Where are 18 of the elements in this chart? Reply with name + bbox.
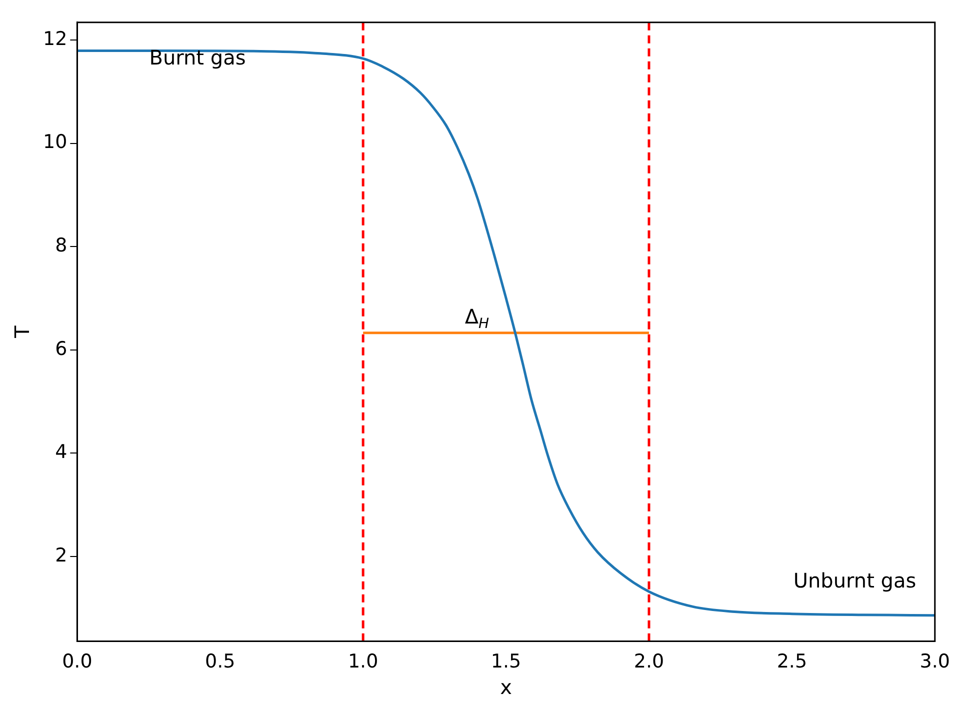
- y-tick-label: 12: [42, 28, 68, 50]
- x-tick-label: 0.0: [62, 650, 92, 673]
- y-axis-title: T: [10, 324, 34, 339]
- y-tick-label: 10: [42, 131, 68, 154]
- y-tick-label: 4: [55, 441, 68, 464]
- annotation: Unburnt gas: [793, 568, 916, 593]
- annotation: Burnt gas: [149, 46, 246, 70]
- x-tick-label: 2.0: [634, 650, 664, 673]
- x-axis-title: x: [500, 675, 512, 700]
- line-series: [77, 50, 935, 617]
- x-tick-label: 1.5: [490, 650, 522, 673]
- y-tick-label: 2: [55, 544, 68, 566]
- x-tick-label: 0.5: [205, 650, 236, 673]
- x-tick-label: 2.5: [776, 650, 808, 673]
- x-tick-label: 1.0: [348, 650, 378, 673]
- y-tick-label: 8: [55, 234, 68, 257]
- x-tick-label: 3.0: [920, 650, 950, 673]
- y-tick-label: 6: [55, 338, 68, 360]
